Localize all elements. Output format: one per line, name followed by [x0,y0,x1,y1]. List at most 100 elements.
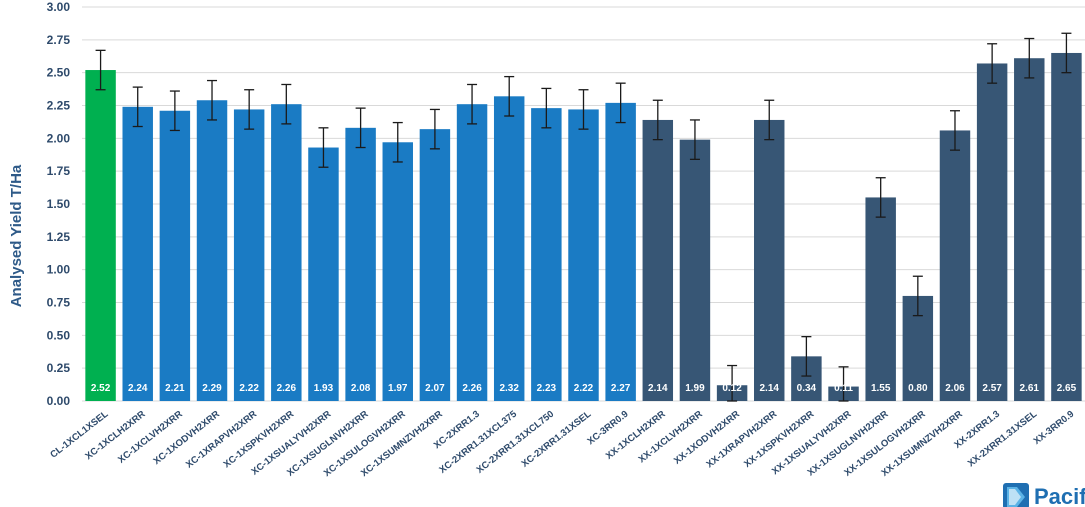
error-bar [207,79,218,121]
data-label: 2.52 [91,383,111,394]
x-category-label: XX-2XRR1.31XSEL [966,409,1039,470]
bar [308,147,339,401]
data-label: 2.22 [574,383,594,394]
error-bar [281,83,292,125]
data-label: 2.32 [499,383,519,394]
error-bar [429,108,440,150]
data-label: 2.61 [1020,383,1040,394]
error-bar [652,99,663,141]
y-tick-label: 1.75 [47,164,71,178]
bar [939,130,971,401]
data-label: 0.12 [722,383,742,394]
y-tick-label: 1.25 [47,230,71,244]
error-bar [801,335,812,377]
bars [85,52,1082,402]
error-bar [541,87,552,129]
data-label: 2.23 [537,383,557,394]
bar [568,109,599,401]
x-category-label: XC-2XRR1.31XSEL [520,409,594,470]
error-bar [615,82,626,124]
error-bar [875,177,886,218]
x-category-label: XX-1XCLVH2XRR [637,409,705,466]
data-label: 2.26 [277,383,297,394]
data-label: 1.93 [314,383,334,394]
data-label: 0.34 [797,383,817,394]
data-label: 2.14 [648,383,668,394]
error-bar [689,119,700,160]
error-bar [392,121,403,163]
company-logo: Pacif [1003,483,1085,507]
bar [122,106,153,402]
data-label: 1.55 [871,383,891,394]
y-tick-label: 1.00 [47,263,71,277]
error-bar [949,110,960,151]
data-label: 2.14 [760,383,780,394]
error-bar [578,89,589,130]
y-tick-label: 0.25 [47,361,71,375]
data-label: 1.99 [685,383,705,394]
x-category-label: XX-3RR0.9 [1032,409,1077,447]
data-label: 2.22 [239,383,259,394]
bar [865,197,896,401]
x-category-label: XC-1XODVH2XRR [151,409,222,467]
y-axis-ticks: 0.00 0.25 0.50 0.75 1.00 1.25 1.50 1.75 2.00 2.25… [47,0,71,408]
y-tick-label: 0.50 [47,328,71,342]
bar [419,129,451,401]
bar [159,110,191,402]
y-tick-label: 2.75 [47,33,71,47]
error-bar [318,127,329,168]
y-tick-label: 3.00 [47,0,71,14]
error-bar [244,89,255,130]
data-label: 2.06 [945,383,965,394]
bar [976,63,1008,402]
error-bar [838,366,849,402]
bar [493,96,525,401]
error-bar [504,75,515,117]
y-tick-label: 2.25 [47,99,71,113]
bar [605,102,636,401]
error-bar [132,86,143,128]
error-bar [727,364,738,402]
y-tick-label: 2.50 [47,66,71,80]
bar [85,70,116,401]
bar [345,127,376,402]
data-label: 0.80 [908,383,928,394]
data-label: 2.24 [128,383,148,394]
data-label: 2.29 [202,383,222,394]
error-bar [169,90,180,132]
bar [233,109,265,401]
bar [1051,52,1082,401]
data-label: 2.27 [611,383,631,394]
bar [456,104,488,401]
data-label: 2.07 [425,383,445,394]
bar [196,100,228,401]
y-tick-label: 0.00 [47,394,71,408]
bar [271,104,302,401]
data-label: 2.21 [165,383,185,394]
y-tick-label: 2.00 [47,131,71,145]
data-label: 2.08 [351,383,371,394]
error-bar [764,99,775,141]
bar [382,142,413,402]
bar [1014,58,1045,401]
y-tick-label: 1.50 [47,197,71,211]
error-bar [912,275,923,317]
error-bar [1061,32,1072,74]
error-bar [1024,37,1035,79]
data-labels: 2.52 2.24 2.21 2.29 2.22 2.26 1.93 2.08 1.97 2.07… [91,383,1077,394]
bar [679,139,711,401]
data-label: 0.11 [834,383,853,394]
error-bar [467,83,478,125]
error-bars [95,32,1072,402]
error-bar [355,107,366,149]
y-tick-label: 0.75 [47,296,71,310]
y-axis-label: Analysed Yield T/Ha [8,164,25,307]
company-logo-text: Pacif [1034,484,1085,507]
x-axis-category-labels: CL-1XCL1XSELXC-1XCLH2XRRXC-1XCLVH2XRRXC-… [48,408,1076,479]
x-category-label: XX-1XODVH2XRR [672,409,742,467]
data-label: 2.57 [982,383,1002,394]
error-bar [95,49,106,91]
data-label: 1.97 [388,383,408,394]
bar [642,119,674,402]
